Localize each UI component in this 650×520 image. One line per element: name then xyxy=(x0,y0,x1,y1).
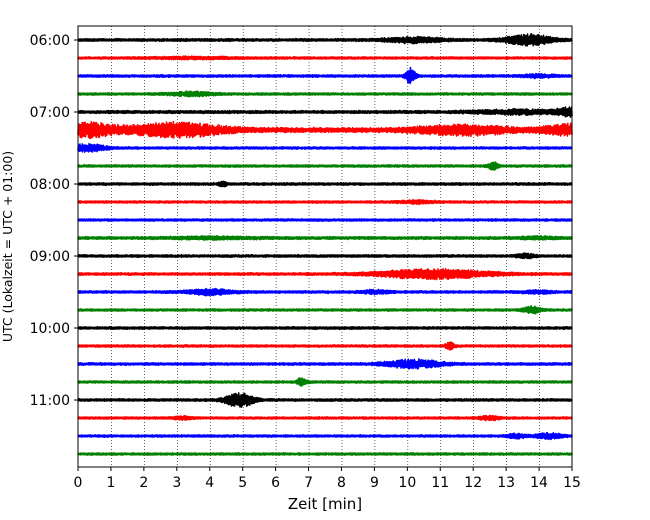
trace-0715 xyxy=(77,120,573,140)
trace-0645 xyxy=(77,90,573,98)
x-tick-label: 13 xyxy=(497,475,515,491)
x-tick-label: 8 xyxy=(337,475,346,491)
y-tick-label: 09:00 xyxy=(30,249,70,265)
x-tick-label: 4 xyxy=(205,475,214,491)
x-tick-label: 15 xyxy=(563,475,581,491)
x-tick-label: 12 xyxy=(464,475,482,491)
trace-1100 xyxy=(77,392,573,408)
y-axis-ticks: 06:00 07:00 08:00 09:00 10:00 11:00 xyxy=(30,33,78,409)
x-tick-label: 7 xyxy=(304,475,313,491)
x-tick-label: 14 xyxy=(530,475,548,491)
trace-0830 xyxy=(77,218,573,222)
trace-0815 xyxy=(77,199,573,206)
trace-0930 xyxy=(77,287,573,297)
seismic-traces xyxy=(77,32,573,456)
x-tick-label: 6 xyxy=(271,475,280,491)
trace-0945 xyxy=(77,305,573,315)
trace-0915 xyxy=(77,267,573,281)
trace-1045 xyxy=(77,377,573,387)
trace-1015 xyxy=(77,341,573,351)
y-tick-label: 06:00 xyxy=(30,33,70,49)
x-tick-label: 5 xyxy=(238,475,247,491)
x-tick-label: 1 xyxy=(106,475,115,491)
x-tick-label: 3 xyxy=(172,475,181,491)
trace-1115 xyxy=(77,414,573,422)
x-axis-ticks: 0 1 2 3 4 5 6 7 8 9 10 11 12 13 14 15 xyxy=(74,467,581,491)
trace-1000 xyxy=(77,325,573,331)
x-tick-label: 2 xyxy=(139,475,148,491)
trace-0730 xyxy=(77,142,573,153)
y-tick-label: 08:00 xyxy=(30,177,70,193)
trace-0630 xyxy=(77,66,573,85)
y-tick-label: 10:00 xyxy=(30,321,70,337)
x-tick-label: 9 xyxy=(370,475,379,491)
trace-1145 xyxy=(77,452,573,456)
x-tick-label: 0 xyxy=(74,475,83,491)
trace-1130 xyxy=(77,431,573,441)
y-axis-label: UTC (Lokalzeit = UTC + 01:00) xyxy=(0,151,15,342)
trace-0800 xyxy=(77,180,573,188)
x-axis-label: Zeit [min] xyxy=(288,495,362,513)
x-tick-label: 11 xyxy=(431,475,449,491)
y-tick-label: 07:00 xyxy=(30,105,70,121)
trace-0600 xyxy=(77,32,573,47)
trace-1030 xyxy=(77,358,573,370)
x-tick-label: 10 xyxy=(398,475,416,491)
plot-frame xyxy=(77,25,573,468)
trace-0845 xyxy=(77,235,573,241)
trace-0615 xyxy=(77,55,573,61)
y-tick-label: 11:00 xyxy=(30,393,70,409)
trace-0700 xyxy=(77,106,573,118)
trace-0745 xyxy=(77,161,573,171)
trace-0900 xyxy=(77,252,573,260)
